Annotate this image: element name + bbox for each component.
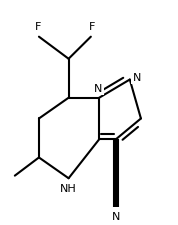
Text: NH: NH xyxy=(60,183,77,193)
Text: F: F xyxy=(35,22,41,32)
Text: F: F xyxy=(89,22,95,32)
Text: N: N xyxy=(94,84,103,94)
Text: N: N xyxy=(112,212,120,221)
Text: N: N xyxy=(133,73,142,83)
